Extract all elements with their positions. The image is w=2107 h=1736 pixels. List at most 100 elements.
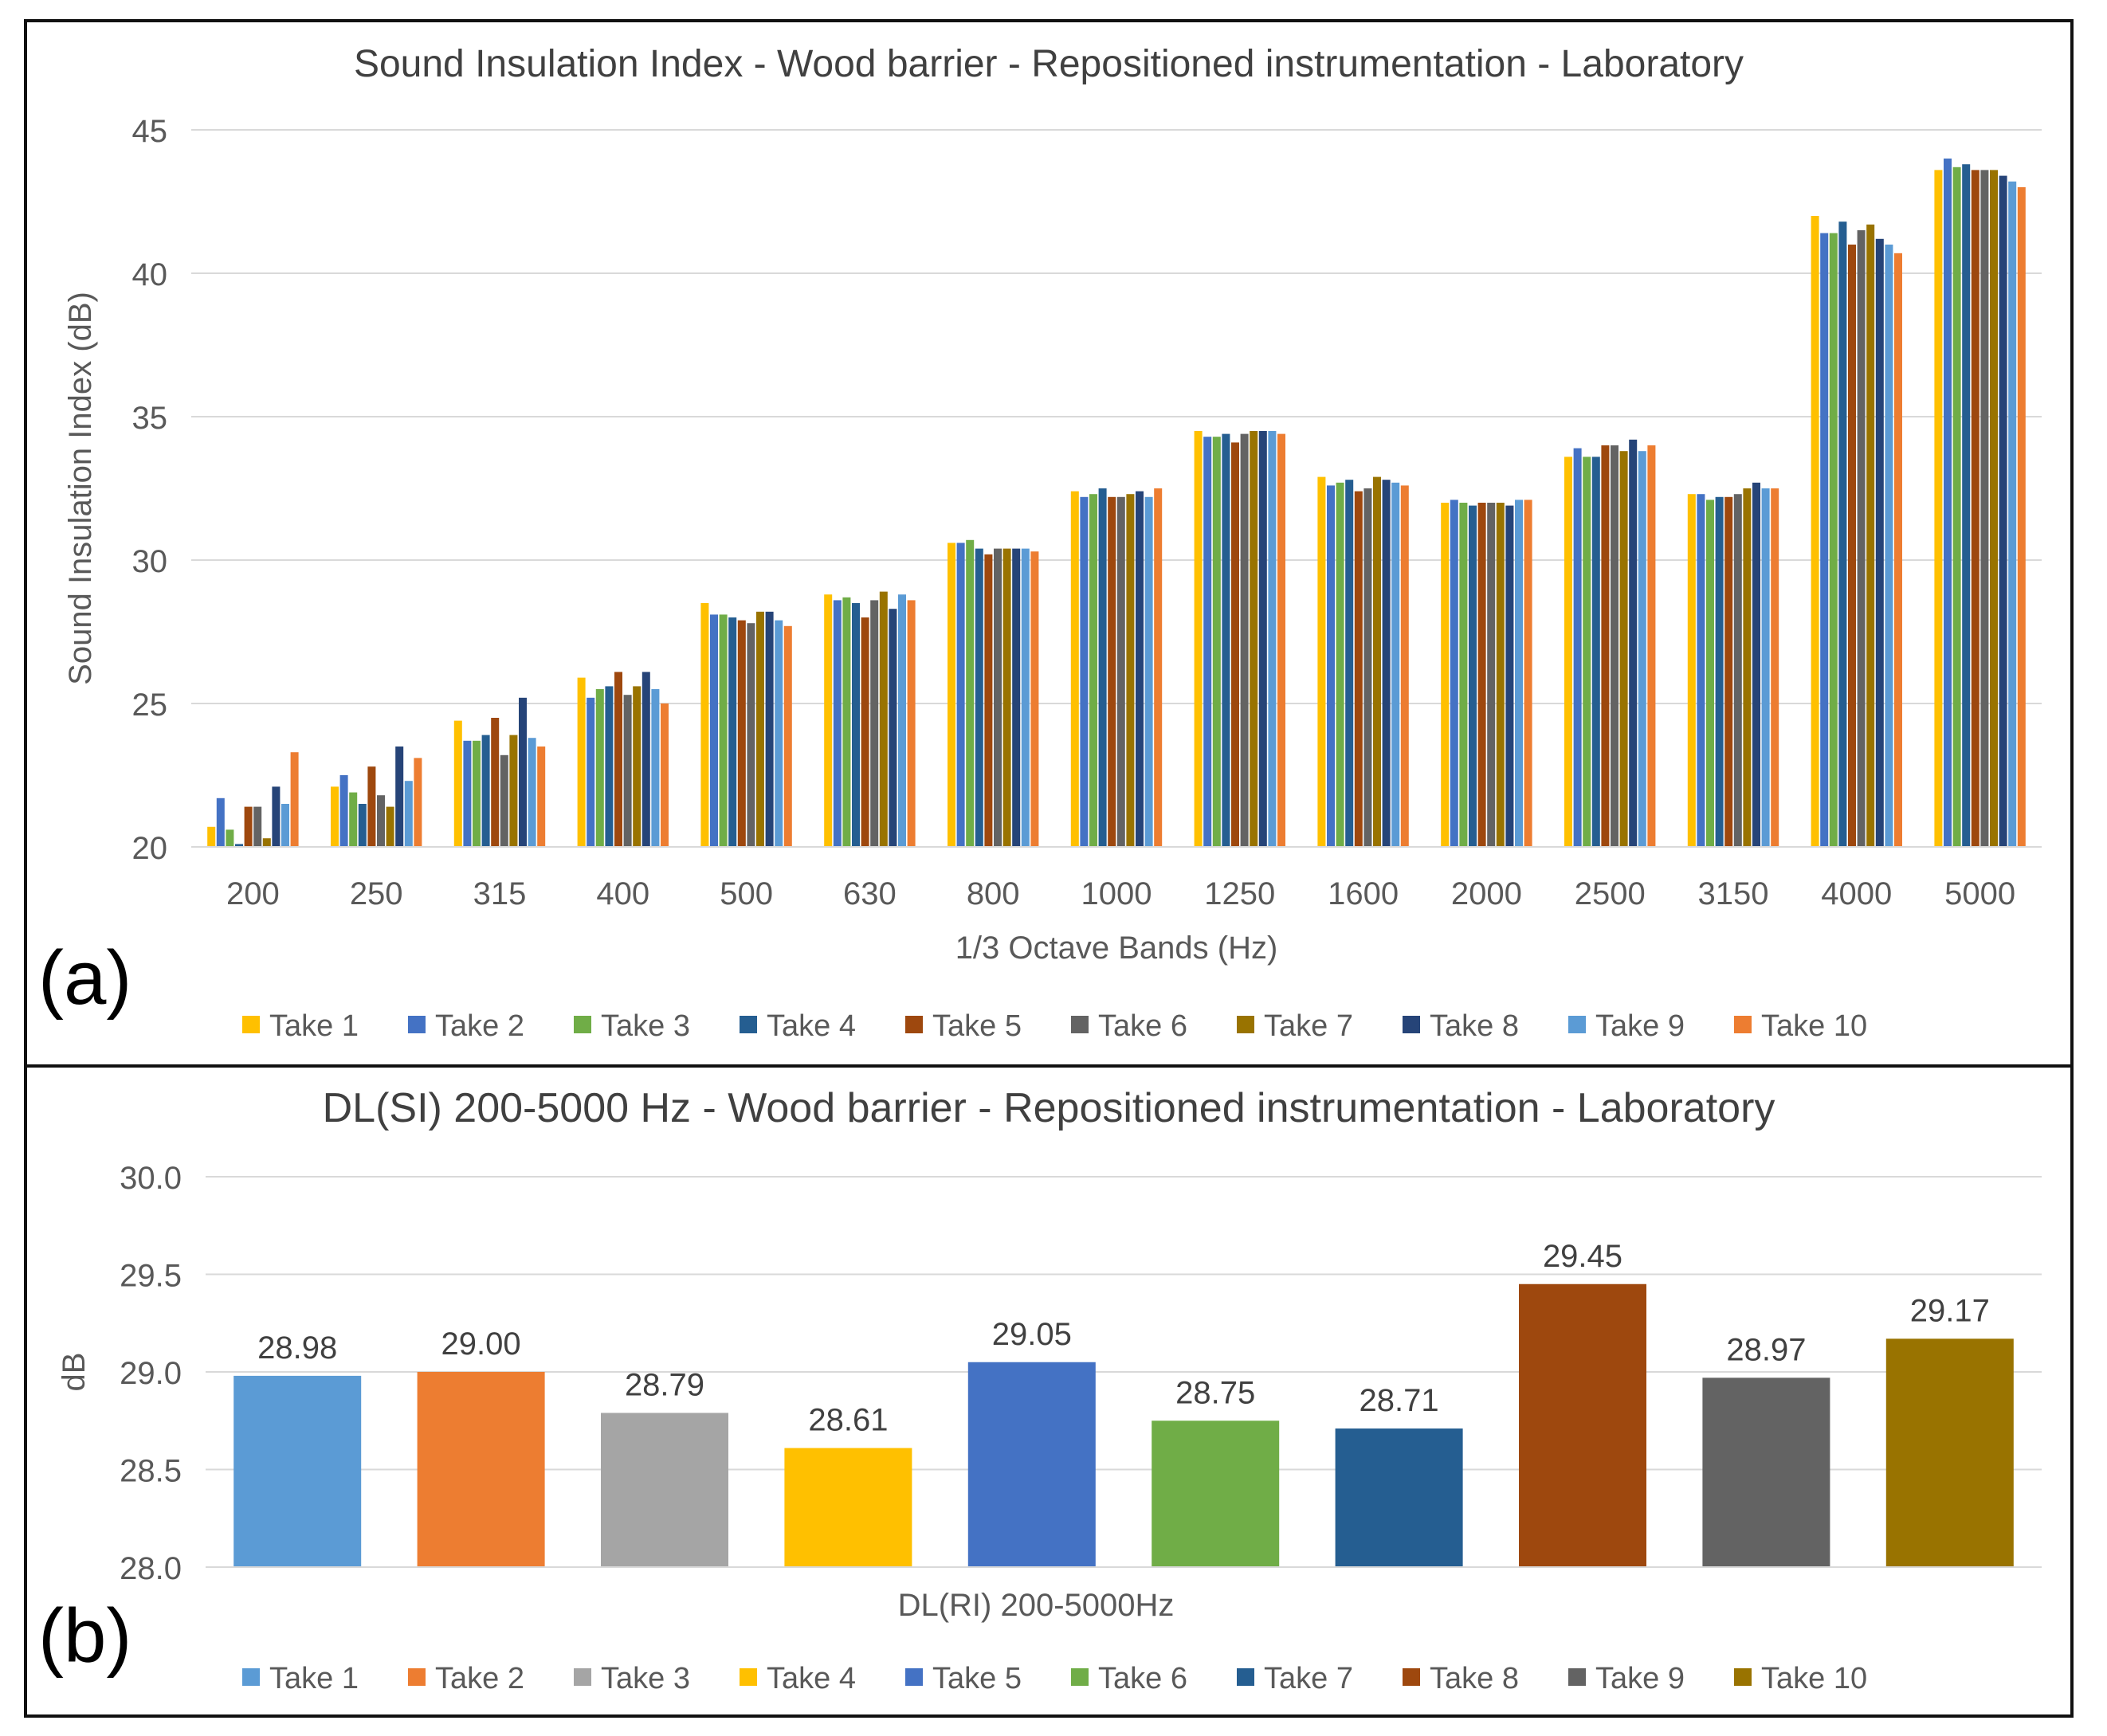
data-label: 28.97 xyxy=(1726,1332,1806,1367)
bar-take-10-315 xyxy=(537,747,546,847)
legend-swatch xyxy=(242,1016,260,1033)
bar-take-4-800 xyxy=(975,548,983,847)
bar-take-5-200 xyxy=(244,806,253,847)
bar-take-8-1600 xyxy=(1382,480,1391,847)
bar-take-1-630 xyxy=(824,594,833,847)
data-label: 28.61 xyxy=(808,1403,888,1438)
bar-take-4-1250 xyxy=(1222,433,1230,847)
bar-take-6-1000 xyxy=(1116,496,1125,847)
legend-label: Take 10 xyxy=(1761,1009,1867,1043)
bar-take-7 xyxy=(1335,1428,1463,1567)
legend-label: Take 10 xyxy=(1761,1662,1867,1695)
x-tick-label: 500 xyxy=(720,876,773,911)
legend-swatch xyxy=(408,1016,426,1033)
bar-take-10-3150 xyxy=(1771,488,1779,847)
bar-take-10-2500 xyxy=(1647,445,1656,847)
chart-title: DL(SI) 200-5000 Hz - Wood barrier - Repo… xyxy=(323,1085,1775,1131)
bar-take-10-400 xyxy=(661,703,669,847)
bar-take-7-500 xyxy=(756,611,764,847)
bar-take-8-4000 xyxy=(1875,238,1884,847)
bar-take-10-200 xyxy=(290,752,299,847)
bar-take-4-4000 xyxy=(1838,221,1847,847)
bar-take-10-1250 xyxy=(1277,433,1285,847)
x-tick-label: 3150 xyxy=(1698,876,1769,911)
bar-take-4-2500 xyxy=(1591,457,1600,847)
bar-take-7-3150 xyxy=(1743,488,1752,847)
bar-take-9-315 xyxy=(528,738,536,847)
legend-label: Take 2 xyxy=(435,1009,524,1043)
bar-take-6-800 xyxy=(994,548,1002,847)
bar-take-2-630 xyxy=(833,600,842,847)
x-tick-label: 1000 xyxy=(1081,876,1152,911)
bar-take-8-200 xyxy=(272,786,281,847)
bar-take-10-630 xyxy=(907,600,916,847)
bar-take-10-4000 xyxy=(1894,253,1902,847)
x-tick-label: 630 xyxy=(843,876,897,911)
bar-take-8-250 xyxy=(395,747,404,847)
bar-take-3-3150 xyxy=(1706,500,1714,847)
legend-label: Take 4 xyxy=(767,1662,856,1695)
legend-swatch xyxy=(1403,1668,1420,1686)
legend-swatch xyxy=(905,1016,923,1033)
x-axis-label: 1/3 Octave Bands (Hz) xyxy=(955,931,1278,966)
bar-take-2-500 xyxy=(710,614,718,847)
legend-label: Take 5 xyxy=(932,1662,1022,1695)
bar-take-9-1600 xyxy=(1391,482,1400,847)
panel-label: (b) xyxy=(38,1593,131,1679)
legend-swatch xyxy=(905,1668,923,1686)
bar-take-2-400 xyxy=(587,697,595,847)
legend-swatch xyxy=(574,1668,591,1686)
bar-take-6-315 xyxy=(500,754,508,847)
legend-swatch xyxy=(1237,1668,1254,1686)
bar-take-4-500 xyxy=(728,617,737,847)
bar-take-2-1600 xyxy=(1327,485,1335,847)
legend-label: Take 3 xyxy=(601,1662,690,1695)
bar-take-9-630 xyxy=(898,594,906,847)
legend-swatch xyxy=(1071,1668,1089,1686)
y-axis-label: dB xyxy=(57,1353,92,1392)
bar-take-9-5000 xyxy=(2008,181,2017,848)
bar-take-6-500 xyxy=(747,623,755,847)
data-label: 28.71 xyxy=(1360,1383,1439,1418)
y-tick-label: 30.0 xyxy=(120,1161,182,1196)
bar-take-5-630 xyxy=(861,617,869,847)
bar-take-2-2500 xyxy=(1573,448,1582,847)
legend-label: Take 2 xyxy=(435,1662,524,1695)
legend-swatch xyxy=(1568,1016,1586,1033)
bar-take-1-2500 xyxy=(1564,457,1572,847)
bar-take-3-2500 xyxy=(1583,457,1591,847)
bar-take-6-200 xyxy=(253,806,262,847)
bar-take-5-4000 xyxy=(1848,245,1856,847)
data-label: 28.98 xyxy=(257,1330,337,1366)
bar-take-8-3150 xyxy=(1752,482,1760,847)
bar-take-5-2000 xyxy=(1477,503,1486,847)
bar-take-4-630 xyxy=(852,603,860,847)
bar-take-9-2000 xyxy=(1515,500,1523,847)
bar-take-8-1000 xyxy=(1136,491,1144,847)
bar-take-7-5000 xyxy=(1990,170,1998,847)
bar-take-3-630 xyxy=(842,597,851,847)
bar-take-2-2000 xyxy=(1450,500,1458,847)
bar-take-1-250 xyxy=(331,786,339,847)
legend-label: Take 7 xyxy=(1264,1009,1353,1043)
legend-label: Take 9 xyxy=(1595,1662,1685,1695)
bar-take-4-400 xyxy=(605,686,614,847)
bar-take-8-1250 xyxy=(1258,431,1267,847)
x-tick-label: 1250 xyxy=(1204,876,1275,911)
bar-take-1-1600 xyxy=(1317,476,1326,847)
bar-take-4-1600 xyxy=(1345,480,1354,847)
y-tick-label: 29.5 xyxy=(120,1259,182,1294)
bar-take-4-1000 xyxy=(1098,488,1107,847)
legend-swatch xyxy=(1237,1016,1254,1033)
bar-take-8-2500 xyxy=(1629,439,1638,847)
bar-take-1-200 xyxy=(207,826,216,847)
y-tick-label: 20 xyxy=(132,831,168,866)
y-tick-label: 25 xyxy=(132,688,168,723)
y-tick-label: 30 xyxy=(132,544,168,579)
x-tick-label: 1600 xyxy=(1328,876,1399,911)
x-tick-label: 2500 xyxy=(1575,876,1646,911)
bar-take-5-400 xyxy=(614,672,622,847)
bar-take-6-250 xyxy=(377,795,385,847)
bar-take-1-1000 xyxy=(1070,491,1079,847)
bar-take-3-1250 xyxy=(1212,437,1221,847)
